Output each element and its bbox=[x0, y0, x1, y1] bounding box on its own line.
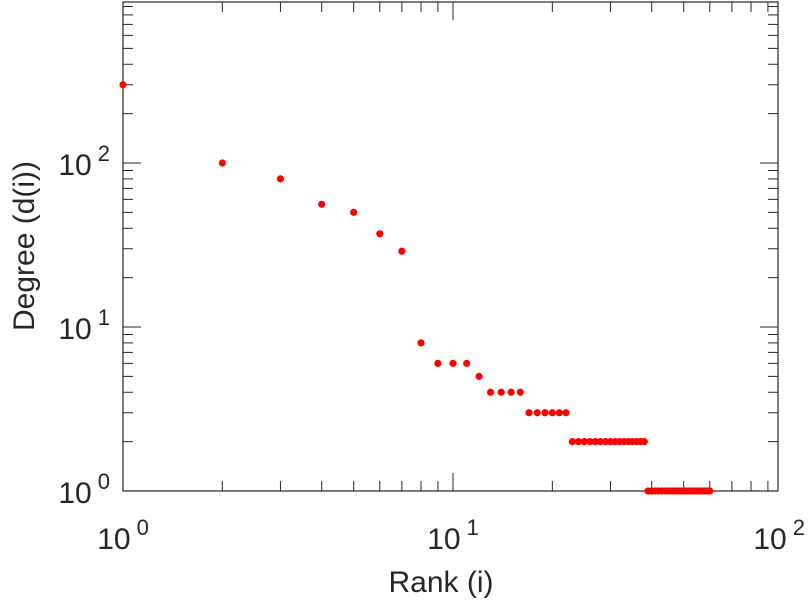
data-point bbox=[541, 409, 549, 417]
data-point bbox=[350, 208, 358, 216]
x-tick-label: 10 2 bbox=[753, 515, 805, 556]
x-tick-label: 10 0 bbox=[97, 515, 149, 556]
data-point bbox=[580, 438, 588, 446]
data-point bbox=[463, 359, 471, 367]
data-point bbox=[218, 159, 226, 167]
data-point bbox=[497, 388, 505, 396]
data-point bbox=[533, 409, 541, 417]
y-tick-label: 10 0 bbox=[58, 469, 110, 510]
data-point bbox=[276, 175, 285, 183]
data-point bbox=[376, 230, 384, 238]
y-tick-label: 10 1 bbox=[58, 305, 110, 346]
data-point bbox=[555, 409, 563, 417]
x-axis-label: Rank (i) bbox=[388, 566, 493, 599]
data-point bbox=[596, 438, 605, 446]
data-point bbox=[417, 339, 425, 347]
data-point bbox=[591, 438, 599, 446]
data-point bbox=[525, 409, 533, 417]
data-point bbox=[318, 200, 326, 208]
x-tick-label: 10 1 bbox=[427, 515, 479, 556]
data-point bbox=[562, 409, 570, 417]
axis-ticks bbox=[122, 2, 778, 492]
data-point bbox=[706, 487, 714, 495]
data-point bbox=[487, 388, 495, 396]
data-point bbox=[548, 409, 556, 417]
data-point bbox=[119, 81, 127, 89]
data-point bbox=[449, 359, 457, 367]
y-tick-label: 10 2 bbox=[58, 141, 110, 182]
data-points bbox=[119, 81, 714, 495]
data-point bbox=[475, 372, 483, 380]
plot-frame bbox=[122, 1, 779, 492]
data-point bbox=[516, 388, 524, 396]
data-point bbox=[586, 438, 594, 446]
data-point bbox=[507, 388, 515, 396]
tick-labels: 10 0 10 1 10 2 10 0 10 1 10 2 bbox=[58, 141, 805, 556]
data-point bbox=[434, 359, 442, 367]
data-point bbox=[398, 247, 406, 255]
data-point bbox=[640, 438, 648, 446]
y-axis-label: Degree (d(i)) bbox=[8, 161, 41, 331]
data-point bbox=[574, 438, 583, 446]
data-point bbox=[568, 438, 576, 446]
